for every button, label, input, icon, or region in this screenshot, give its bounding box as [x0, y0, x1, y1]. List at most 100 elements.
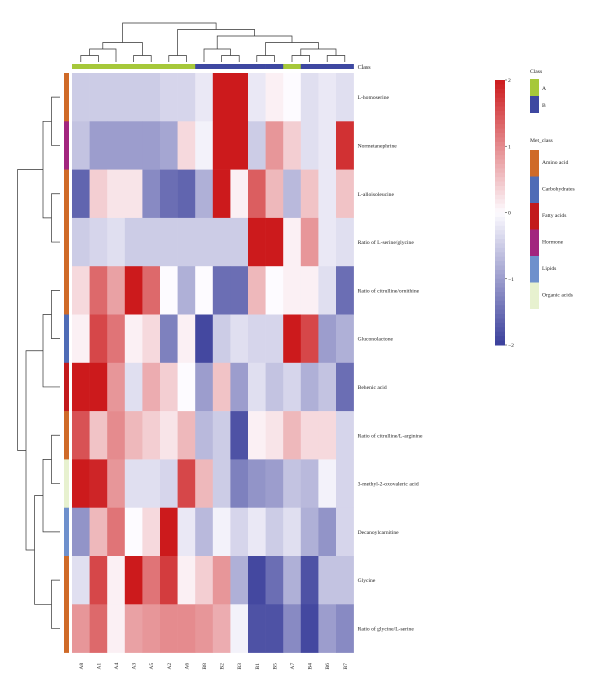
heatmap-cell — [107, 556, 126, 605]
heatmap-cell — [72, 121, 90, 170]
color-scale-segment — [495, 119, 505, 125]
met-class-track-cell — [64, 411, 69, 460]
heatmap-cell — [318, 73, 337, 122]
heatmap-cell — [142, 121, 161, 170]
heatmap-cell — [142, 169, 161, 219]
heatmap-cell — [124, 73, 143, 122]
heatmap-cell — [283, 362, 302, 412]
heatmap-cell — [142, 556, 161, 605]
met-class-track-cell — [64, 459, 69, 508]
heatmap-cell — [89, 169, 108, 219]
heatmap-cell — [300, 266, 319, 315]
row-label: Ratio of glycine/L-serine — [358, 625, 415, 632]
met-class-legend-label: Lipids — [542, 266, 556, 272]
heatmap-cell — [300, 411, 319, 460]
color-scale-segment — [495, 287, 505, 293]
color-scale-segment — [495, 137, 505, 143]
heatmap-cell — [318, 411, 337, 460]
column-label: B8 — [202, 663, 208, 670]
class-legend: Class A B — [530, 69, 546, 113]
heatmap-cell — [230, 411, 249, 460]
heatmap-cell — [124, 217, 143, 267]
heatmap-cell — [89, 217, 108, 267]
heatmap-cells — [72, 73, 354, 653]
met-class-legend-title: Met_class — [530, 138, 553, 144]
heatmap-cell — [107, 314, 126, 364]
heatmap-cell — [142, 266, 161, 315]
column-label: B7 — [343, 663, 349, 670]
column-dendrogram-branch — [326, 55, 346, 62]
class-track-cell — [248, 64, 266, 69]
heatmap-cell — [177, 507, 196, 557]
color-scale-segment — [495, 274, 505, 280]
heatmap-cell — [142, 507, 161, 557]
met-class-legend-swatch — [530, 203, 539, 230]
heatmap-cell — [212, 362, 231, 412]
heatmap-cell — [142, 73, 161, 122]
heatmap-cell — [248, 314, 266, 364]
heatmap-cell — [248, 266, 266, 315]
class-legend-label: A — [542, 86, 546, 92]
heatmap-cell — [230, 507, 249, 557]
color-scale-segment — [495, 296, 505, 302]
heatmap-cell — [230, 217, 249, 267]
column-label: A4 — [114, 663, 120, 670]
heatmap-cell — [72, 604, 90, 653]
heatmap-cell — [300, 362, 319, 412]
color-scale-segment — [495, 80, 505, 85]
heatmap-cell — [265, 121, 284, 170]
heatmap-cell — [89, 362, 108, 412]
color-scale-ticks: 2 1 0 −1 −2 — [505, 78, 514, 349]
color-scale-segment — [495, 199, 505, 205]
color-scale-segment — [495, 300, 505, 306]
class-legend-swatch — [530, 96, 539, 113]
color-scale-segment — [495, 194, 505, 200]
row-label: Decanoylcarnitine — [358, 530, 400, 536]
heatmap-cell — [283, 459, 302, 508]
heatmap-cell — [300, 507, 319, 557]
heatmap-cell — [300, 604, 319, 653]
row-label: Gluconolactone — [358, 337, 394, 343]
heatmap-cell — [72, 507, 90, 557]
heatmap-cell — [142, 314, 161, 364]
color-scale-segment — [495, 133, 505, 138]
heatmap-cell — [230, 121, 249, 170]
class-legend-label: B — [542, 103, 546, 109]
color-scale-segment — [495, 163, 505, 169]
column-label: B2 — [220, 663, 226, 670]
heatmap-cell — [212, 411, 231, 460]
heatmap-cell — [89, 73, 108, 122]
heatmap-cell — [177, 121, 196, 170]
color-scale-segment — [495, 230, 505, 236]
color-scale-segment — [495, 340, 505, 346]
heatmap-cell — [212, 266, 231, 315]
row-labels: L-homoserine Normetanephrine L-alloisoleuc… — [358, 95, 423, 632]
color-scale-segment — [495, 283, 505, 289]
heatmap-cell — [265, 266, 284, 315]
heatmap-cell — [124, 411, 143, 460]
heatmap-cell — [248, 362, 266, 412]
heatmap-cell — [195, 266, 214, 315]
heatmap-cell — [195, 411, 214, 460]
column-dendrogram-branch — [300, 48, 337, 56]
heatmap-cell — [248, 459, 266, 508]
column-dendrogram — [80, 22, 346, 62]
color-scale-segment — [495, 181, 505, 187]
color-scale-segment — [495, 336, 505, 342]
heatmap-cell — [212, 604, 231, 653]
row-label: L-homoserine — [358, 95, 390, 101]
met-class-legend-swatch — [530, 150, 539, 177]
color-scale-tick-label: 2 — [508, 78, 511, 84]
met-class-track-cell — [64, 314, 69, 364]
heatmap-cell — [124, 266, 143, 315]
color-scale-segment — [495, 110, 505, 116]
heatmap-cell — [107, 362, 126, 412]
heatmap-cell — [248, 169, 266, 219]
color-scale-segment — [495, 172, 505, 178]
column-label: B1 — [255, 663, 261, 670]
heatmap-cell — [248, 73, 266, 122]
heatmap-cell — [283, 314, 302, 364]
heatmap-cell — [248, 604, 266, 653]
heatmap-cell — [248, 556, 266, 605]
heatmap-cell — [195, 459, 214, 508]
